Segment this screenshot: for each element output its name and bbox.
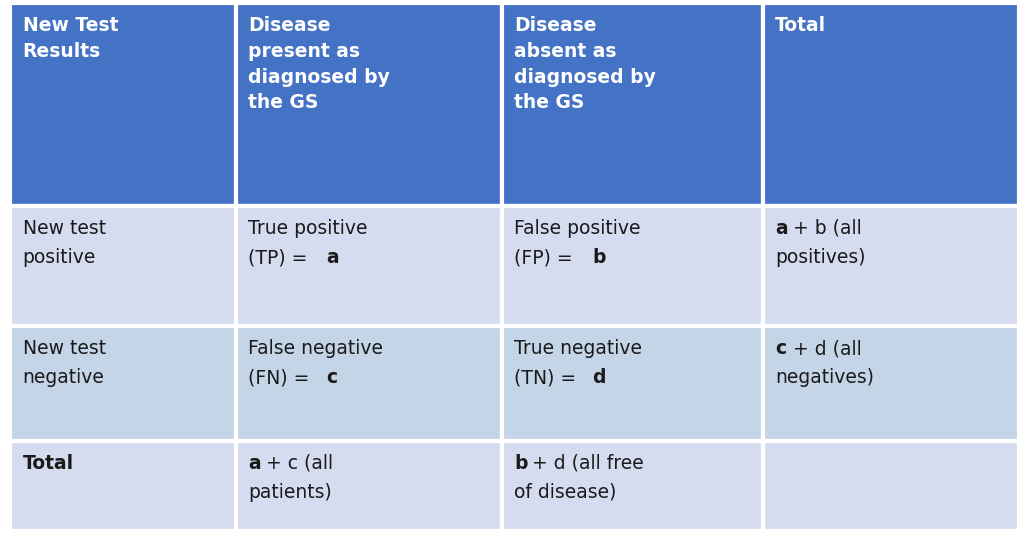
- Bar: [10, 441, 236, 531]
- Text: New test: New test: [23, 219, 105, 238]
- Text: + c (all: + c (all: [260, 454, 333, 473]
- Text: a: a: [326, 248, 339, 267]
- Text: Disease
absent as
diagnosed by
the GS: Disease absent as diagnosed by the GS: [514, 16, 656, 112]
- Text: b: b: [514, 454, 527, 473]
- Bar: [10, 3, 236, 206]
- Bar: [236, 441, 502, 531]
- Bar: [236, 206, 502, 326]
- Bar: [236, 326, 502, 441]
- Text: (TP) =: (TP) =: [248, 248, 313, 267]
- Text: + b (all: + b (all: [787, 219, 862, 238]
- Text: Disease
present as
diagnosed by
the GS: Disease present as diagnosed by the GS: [248, 16, 390, 112]
- Bar: [10, 326, 236, 441]
- Text: True negative: True negative: [514, 339, 642, 358]
- Text: (TN) =: (TN) =: [514, 368, 583, 387]
- Text: positive: positive: [23, 248, 96, 267]
- Bar: [763, 441, 1019, 531]
- Text: of disease): of disease): [514, 483, 616, 502]
- Text: (FP) =: (FP) =: [514, 248, 579, 267]
- Bar: [236, 3, 502, 206]
- Text: c: c: [326, 368, 337, 387]
- Text: a: a: [248, 454, 260, 473]
- Bar: [502, 206, 763, 326]
- Text: (FN) =: (FN) =: [248, 368, 315, 387]
- Text: b: b: [592, 248, 605, 267]
- Text: New Test
Results: New Test Results: [23, 16, 118, 61]
- Text: + d (all free: + d (all free: [526, 454, 644, 473]
- Text: c: c: [775, 339, 786, 358]
- Text: a: a: [775, 219, 787, 238]
- Text: New test: New test: [23, 339, 105, 358]
- Text: True positive: True positive: [248, 219, 368, 238]
- Bar: [763, 3, 1019, 206]
- Text: negative: negative: [23, 368, 104, 387]
- Text: negatives): negatives): [775, 368, 874, 387]
- Bar: [763, 206, 1019, 326]
- Text: False positive: False positive: [514, 219, 641, 238]
- Bar: [502, 3, 763, 206]
- Text: positives): positives): [775, 248, 865, 267]
- Text: patients): patients): [248, 483, 332, 502]
- Bar: [502, 326, 763, 441]
- Text: False negative: False negative: [248, 339, 383, 358]
- Text: + d (all: + d (all: [787, 339, 862, 358]
- Text: Total: Total: [775, 16, 826, 35]
- Bar: [763, 326, 1019, 441]
- Bar: [10, 206, 236, 326]
- Bar: [502, 441, 763, 531]
- Text: Total: Total: [23, 454, 74, 473]
- Text: d: d: [592, 368, 605, 387]
